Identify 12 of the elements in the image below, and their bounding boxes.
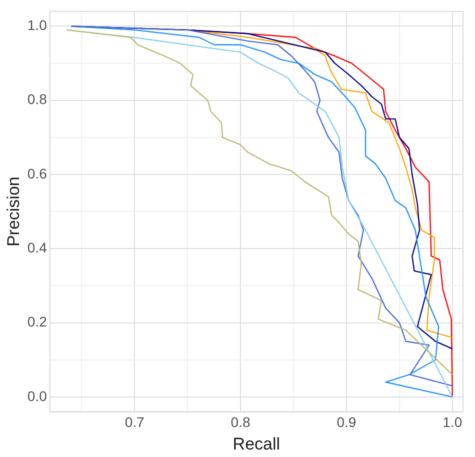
y-tick-label: 0.4 xyxy=(27,240,48,256)
x-tick-label: 1.0 xyxy=(442,414,462,430)
x-tick-label: 0.8 xyxy=(230,414,250,430)
y-tick-label: 0.6 xyxy=(27,165,48,182)
y-tick-label: 1.0 xyxy=(27,17,48,34)
y-tick-label: 0.8 xyxy=(27,91,48,108)
y-tick-label: 0.0 xyxy=(27,388,48,404)
y-axis-title: Precision xyxy=(4,176,23,247)
y-tick-label: 0.2 xyxy=(27,314,48,330)
x-tick-label: 0.9 xyxy=(336,414,356,430)
x-tick-label: 0.7 xyxy=(124,414,145,430)
x-axis-title: Recall xyxy=(232,434,280,454)
